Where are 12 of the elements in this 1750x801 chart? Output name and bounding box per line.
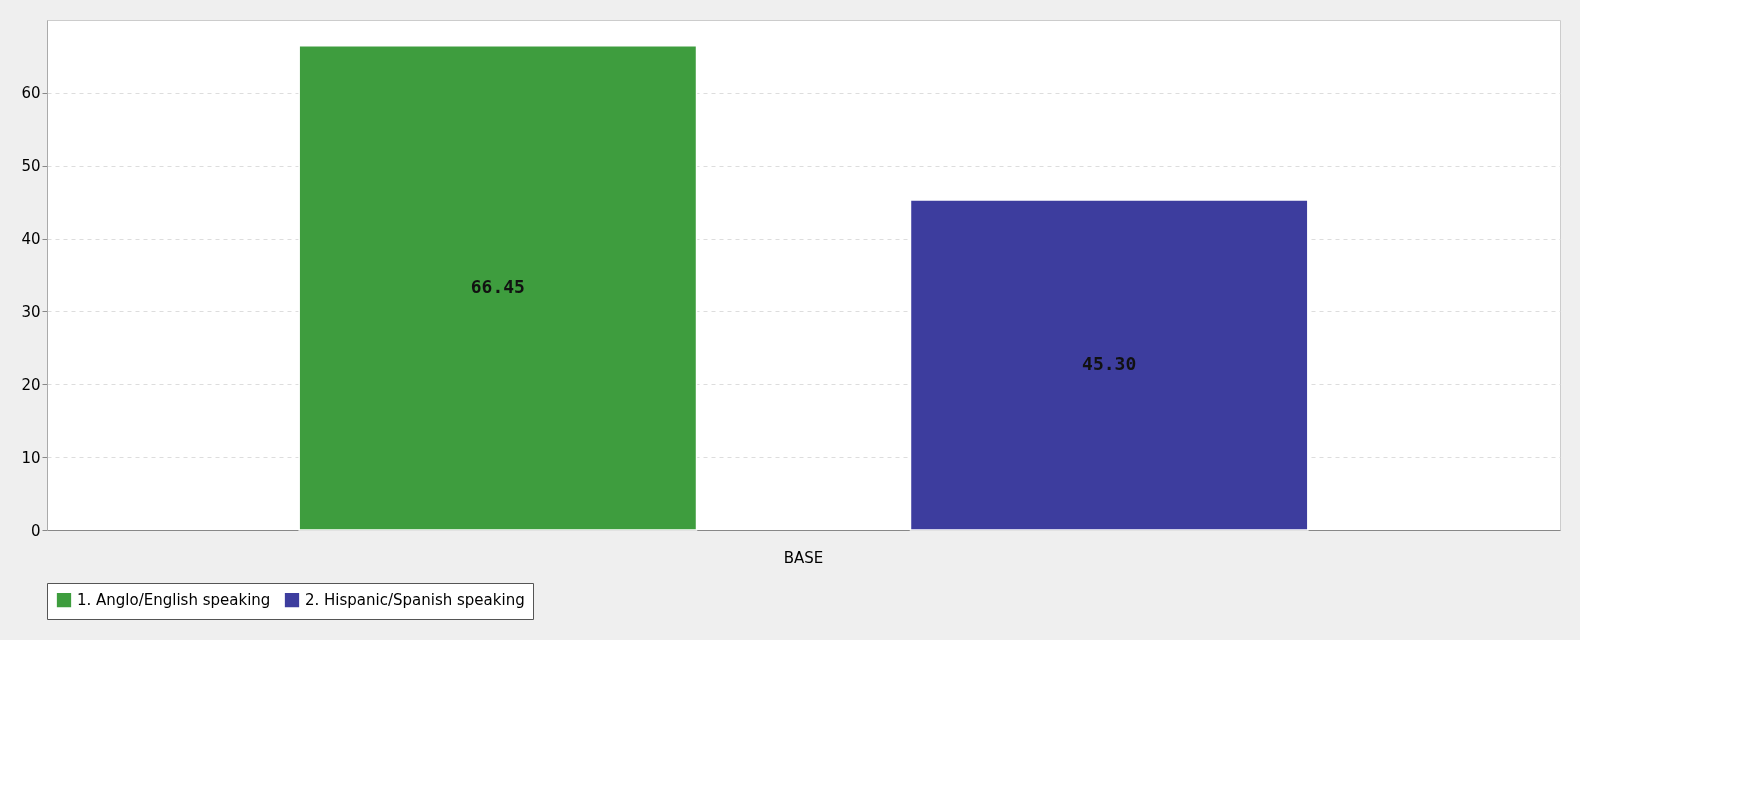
legend-label: 1. Anglo/English speaking [77, 591, 271, 610]
data-label: 66.45 [470, 275, 525, 297]
y-tick-label: 50 [21, 157, 41, 176]
y-tick-label: 40 [21, 230, 41, 249]
y-tick-label: 10 [21, 448, 41, 467]
legend-label: 2. Hispanic/Spanish speaking [305, 591, 525, 610]
data-label: 45.30 [1082, 352, 1137, 374]
x-tick-label: BASE [783, 548, 824, 567]
y-tick-label: 20 [21, 375, 41, 394]
y-tick-label: 0 [30, 521, 41, 540]
y-tick-label: 60 [21, 84, 41, 103]
y-tick-label: 30 [21, 302, 41, 321]
